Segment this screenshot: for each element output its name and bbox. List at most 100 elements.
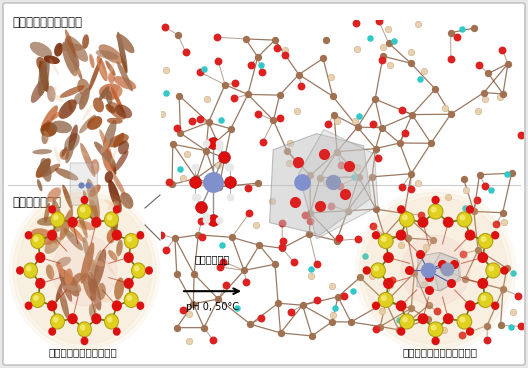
Point <box>380 233 389 239</box>
Ellipse shape <box>117 87 122 97</box>
Ellipse shape <box>99 86 109 100</box>
Point <box>353 164 362 170</box>
Point <box>414 180 423 186</box>
Point <box>461 187 470 192</box>
Ellipse shape <box>40 158 52 182</box>
Ellipse shape <box>30 228 55 245</box>
Point <box>233 305 241 311</box>
Circle shape <box>13 192 156 348</box>
Point <box>382 299 390 305</box>
Circle shape <box>17 267 23 274</box>
Ellipse shape <box>111 87 124 113</box>
Circle shape <box>127 237 131 241</box>
Point <box>255 242 263 248</box>
Ellipse shape <box>79 88 90 110</box>
Point <box>394 318 403 323</box>
Point <box>333 118 342 124</box>
Point <box>183 152 191 158</box>
Circle shape <box>112 301 121 311</box>
Circle shape <box>49 206 55 213</box>
Point <box>192 176 201 181</box>
Ellipse shape <box>87 178 100 219</box>
Ellipse shape <box>50 111 62 120</box>
Point <box>480 90 488 96</box>
Point <box>484 71 493 77</box>
Ellipse shape <box>117 32 128 73</box>
Point <box>475 172 484 178</box>
Ellipse shape <box>97 56 108 81</box>
Point <box>289 259 298 265</box>
Point <box>413 21 422 27</box>
Point <box>384 26 392 32</box>
Point <box>499 91 507 97</box>
Ellipse shape <box>99 44 124 64</box>
Circle shape <box>487 264 499 277</box>
Circle shape <box>401 235 470 306</box>
Ellipse shape <box>103 120 117 151</box>
Point <box>407 171 416 177</box>
Ellipse shape <box>103 258 115 275</box>
Ellipse shape <box>99 84 122 100</box>
Point <box>176 166 184 172</box>
Circle shape <box>382 296 386 300</box>
Polygon shape <box>417 252 459 291</box>
Circle shape <box>486 263 501 278</box>
Ellipse shape <box>37 216 62 226</box>
Point <box>173 125 182 131</box>
Point <box>322 37 331 43</box>
Circle shape <box>24 263 37 278</box>
Circle shape <box>373 232 380 239</box>
Ellipse shape <box>71 273 83 284</box>
Ellipse shape <box>99 129 112 158</box>
Point <box>354 113 363 118</box>
Point <box>297 84 305 89</box>
Point <box>247 62 255 68</box>
Circle shape <box>401 213 413 226</box>
Ellipse shape <box>118 141 129 155</box>
Point <box>344 208 352 214</box>
Ellipse shape <box>59 289 69 319</box>
Point <box>231 80 239 86</box>
Ellipse shape <box>31 78 48 103</box>
Point <box>175 93 183 99</box>
Point <box>470 25 478 31</box>
Ellipse shape <box>60 209 73 240</box>
Circle shape <box>458 315 470 328</box>
Point <box>366 35 374 41</box>
Point <box>178 308 187 314</box>
Circle shape <box>363 267 370 274</box>
Point <box>378 125 386 131</box>
Ellipse shape <box>59 99 77 119</box>
Point <box>198 234 206 240</box>
Point <box>278 244 286 250</box>
Ellipse shape <box>115 105 132 118</box>
Ellipse shape <box>114 277 124 300</box>
Point <box>431 86 440 92</box>
Circle shape <box>49 328 55 335</box>
Point <box>245 210 253 216</box>
Point <box>397 243 405 248</box>
Circle shape <box>431 208 436 212</box>
Point <box>219 259 228 265</box>
Circle shape <box>355 188 516 353</box>
Point <box>379 44 387 50</box>
Point <box>332 238 341 244</box>
Point <box>221 282 230 288</box>
Polygon shape <box>269 134 371 235</box>
Ellipse shape <box>108 180 122 213</box>
Circle shape <box>25 302 32 309</box>
Ellipse shape <box>108 201 119 210</box>
Point <box>379 53 387 59</box>
Point <box>369 121 377 127</box>
Ellipse shape <box>41 105 58 131</box>
Circle shape <box>52 235 117 306</box>
Point <box>327 203 335 209</box>
Point <box>354 236 362 242</box>
Ellipse shape <box>44 56 60 64</box>
Point <box>496 94 504 100</box>
Point <box>193 180 201 186</box>
Circle shape <box>380 235 392 247</box>
Point <box>281 52 289 58</box>
Ellipse shape <box>77 209 88 238</box>
Text: 酵素中の二核鉄イオン: 酵素中の二核鉄イオン <box>12 16 82 29</box>
